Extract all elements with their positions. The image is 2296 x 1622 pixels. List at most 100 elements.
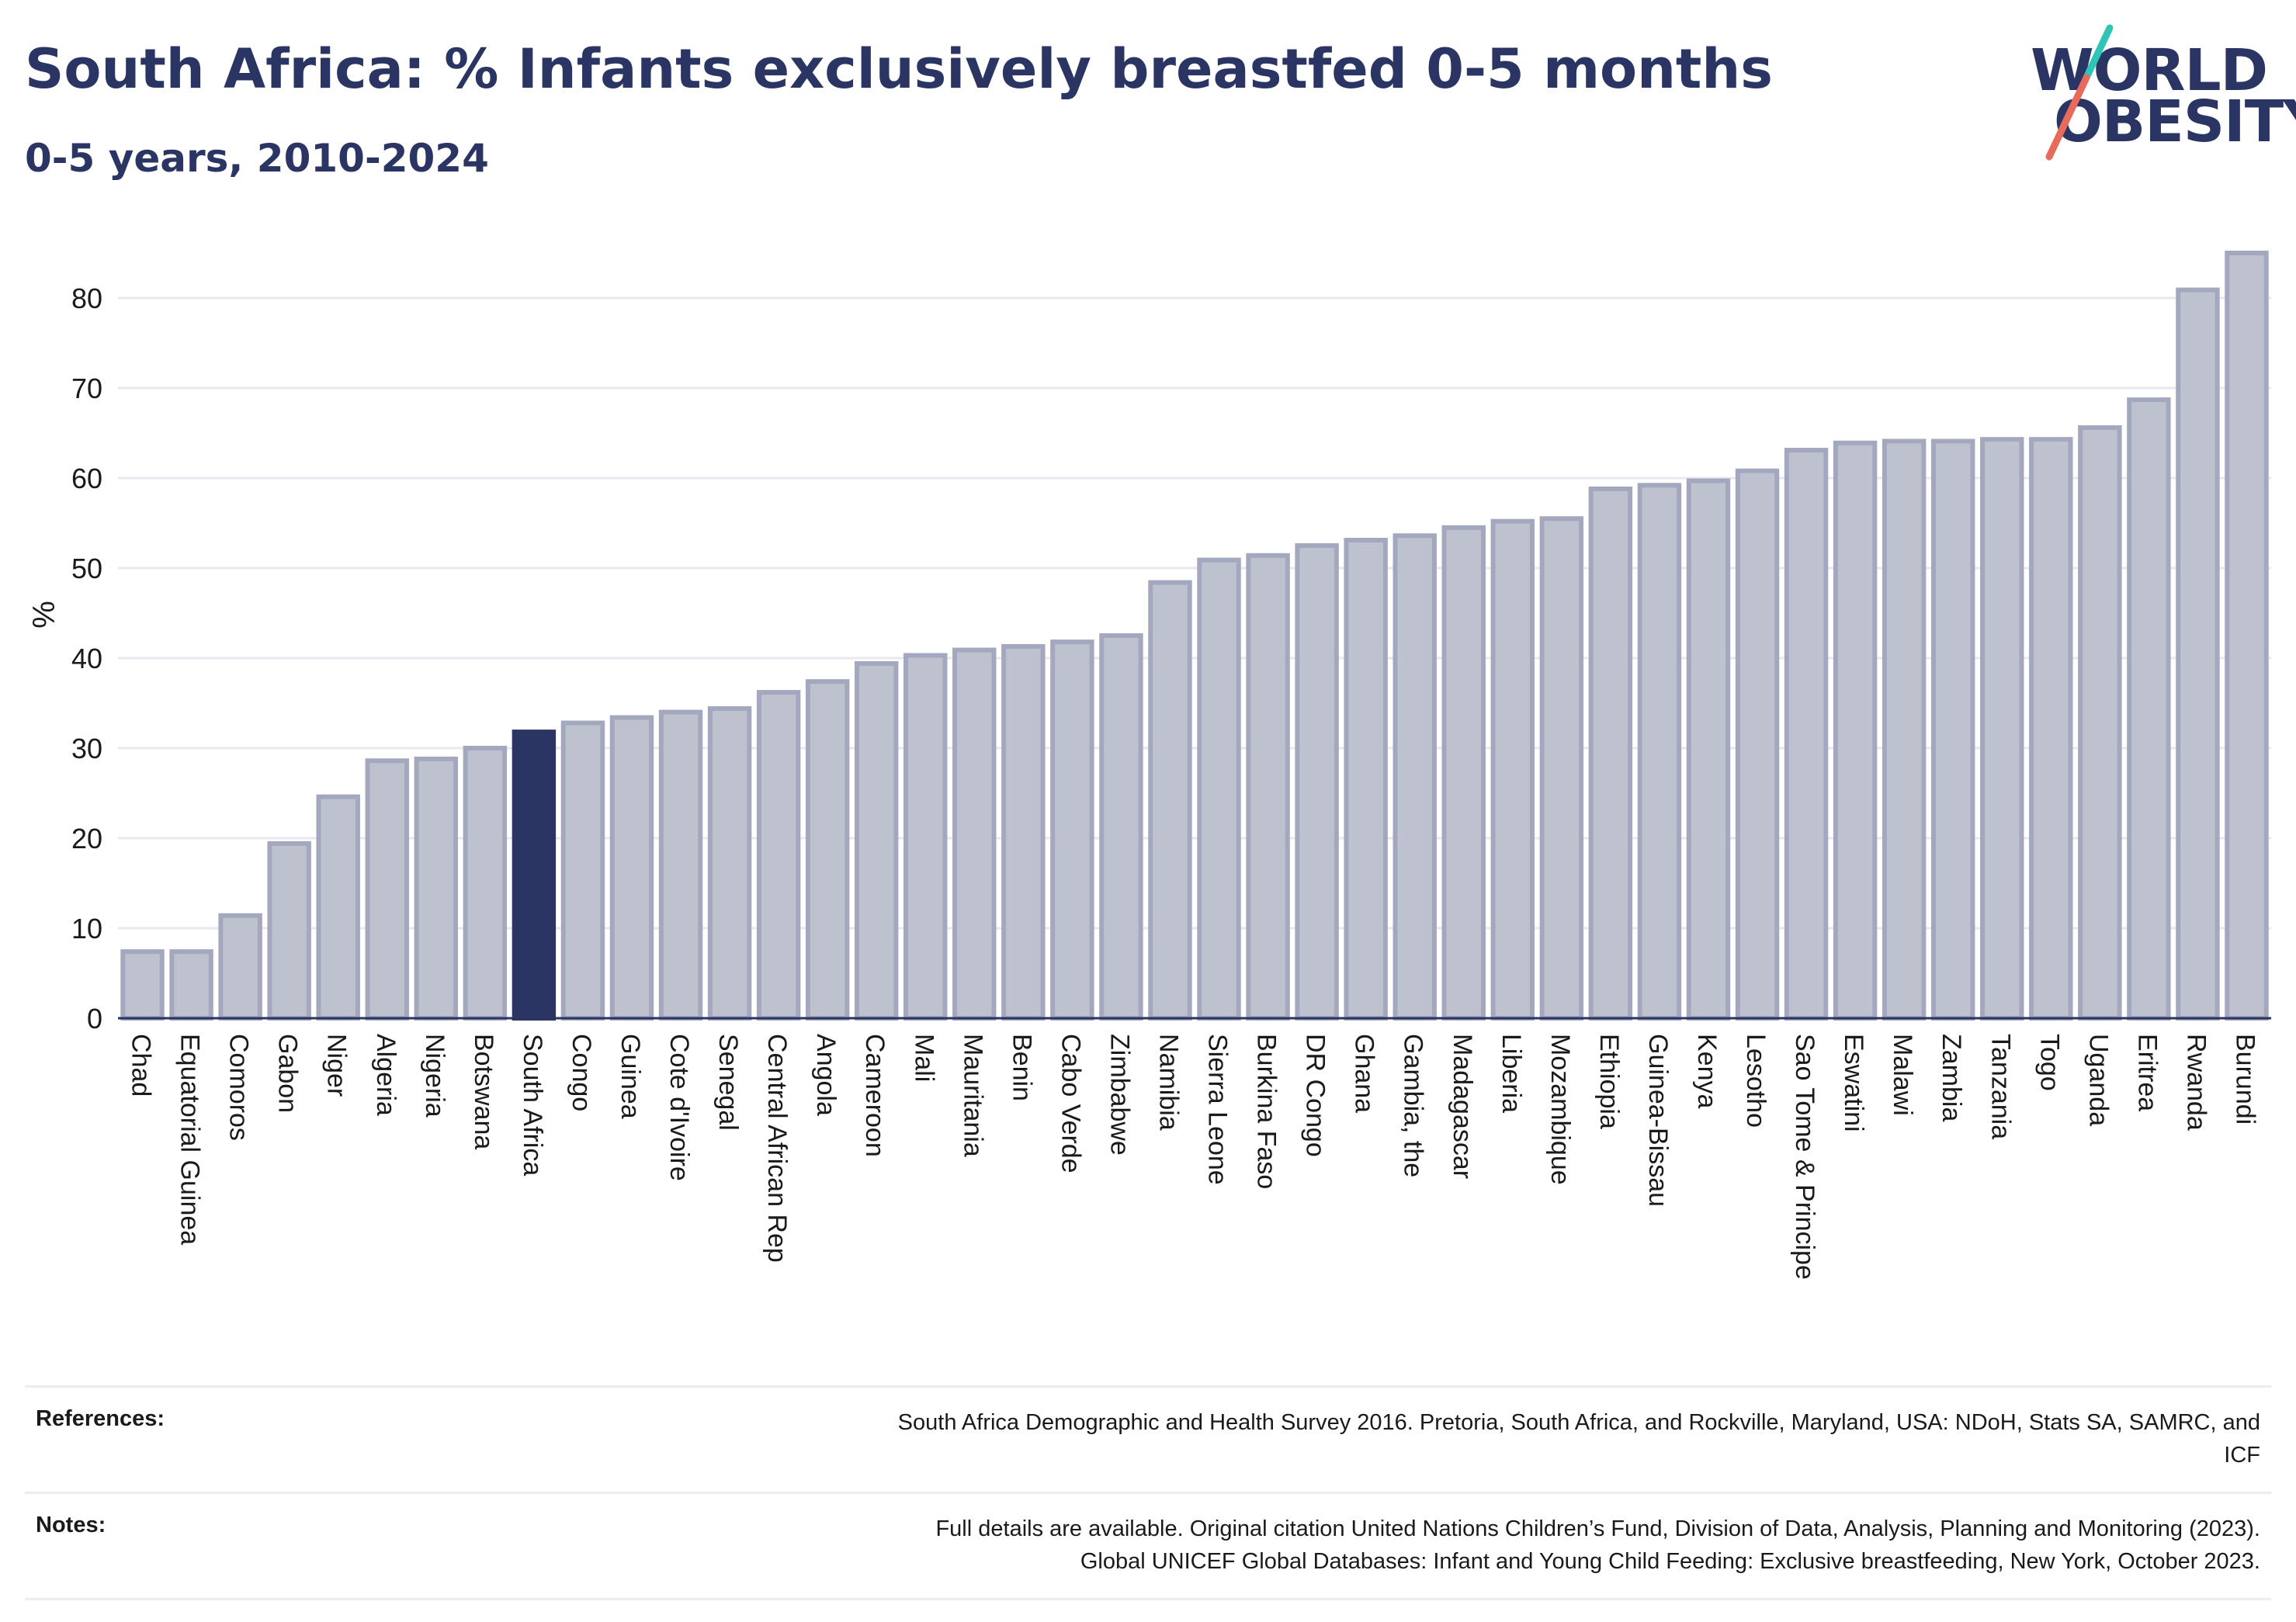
x-category-label: Namibia: [1153, 1034, 1183, 1131]
logo-word-world: WORLD: [2031, 37, 2268, 104]
x-category-label: Comoros: [224, 1034, 254, 1141]
references-line-2: ICF: [2224, 1443, 2260, 1468]
x-category-label: Zambia: [1937, 1034, 1966, 1121]
notes-line-2: Global UNICEF Global Databases: Infant a…: [1080, 1549, 2260, 1574]
x-axis-labels: Chad Equatorial Guinea Comoros Gabon Niger Al…: [127, 1034, 2260, 1280]
logo-slash-icon: [2045, 24, 2114, 161]
x-category-label: Cote d'Ivoire: [664, 1034, 694, 1181]
bar: [609, 715, 654, 1021]
bar: [463, 746, 508, 1021]
y-axis-label: %: [27, 601, 61, 629]
bar: [2127, 397, 2171, 1021]
x-category-label: Ethiopia: [1594, 1034, 1624, 1129]
x-category-label: Cameroon: [860, 1034, 890, 1157]
bar: [707, 705, 752, 1021]
bar: [1882, 438, 1927, 1021]
x-category-label: Ghana: [1350, 1034, 1379, 1113]
bar: [1539, 516, 1584, 1021]
x-category-label: Rwanda: [2181, 1034, 2211, 1131]
y-tick-label: 40: [71, 643, 102, 674]
logo-word-obesity: OBESITY: [2054, 88, 2296, 155]
bar: [560, 720, 605, 1021]
y-tick-label: 60: [71, 463, 102, 494]
x-category-label: Lesotho: [1741, 1034, 1771, 1128]
x-category-label: DR Congo: [1301, 1034, 1330, 1157]
y-tick-label: 50: [71, 553, 102, 584]
x-category-label: Eswatini: [1839, 1034, 1868, 1132]
references-label: References:: [36, 1406, 165, 1431]
bar: [854, 660, 899, 1021]
x-category-label: Chad: [127, 1034, 156, 1097]
bar: [1148, 580, 1192, 1021]
bar: [1197, 557, 1241, 1021]
bars: [118, 251, 2271, 1021]
notes-line-1: Full details are available. Original cit…: [935, 1516, 2260, 1541]
x-category-label: Guinea-Bissau: [1643, 1034, 1673, 1207]
bar: [365, 758, 409, 1021]
bar: [1246, 553, 1290, 1021]
bar: [805, 679, 850, 1021]
x-category-label: Nigeria: [420, 1034, 449, 1118]
x-category-label: Eritrea: [2132, 1034, 2162, 1111]
x-category-label: Central African Rep: [762, 1034, 792, 1263]
x-category-label: Guinea: [616, 1034, 645, 1119]
bar: [169, 949, 213, 1021]
bar: [1930, 438, 1975, 1021]
bar: [1833, 440, 1878, 1021]
bar: [1344, 538, 1388, 1021]
x-category-label: South Africa: [518, 1034, 547, 1176]
bar: [1588, 486, 1633, 1021]
x-category-label: Senegal: [713, 1034, 743, 1131]
y-tick-label: 20: [71, 823, 102, 854]
x-category-label: Algeria: [371, 1034, 401, 1116]
bar: [120, 949, 165, 1021]
x-category-label: Benin: [1007, 1034, 1036, 1101]
bar: [658, 709, 703, 1021]
bar: [316, 794, 360, 1021]
bar: [1295, 543, 1339, 1021]
chart-title: South Africa: % Infants exclusively brea…: [25, 37, 1773, 101]
notes-label: Notes:: [36, 1513, 106, 1537]
bar: [1001, 643, 1046, 1021]
x-category-label: Kenya: [1692, 1034, 1722, 1108]
bar: [2176, 287, 2220, 1021]
world-obesity-logo: WORLD OBESITY: [2026, 23, 2296, 163]
x-category-label: Burundi: [2230, 1034, 2260, 1125]
bar: [756, 690, 801, 1021]
y-tick-label: 10: [71, 913, 102, 944]
x-category-label: Angola: [811, 1034, 841, 1116]
x-category-label: Niger: [322, 1034, 352, 1097]
y-tick-label: 0: [87, 1003, 102, 1035]
bar: [1784, 448, 1829, 1021]
bar: [952, 647, 997, 1021]
x-category-label: Tanzania: [1986, 1034, 2015, 1139]
bar: [1735, 468, 1780, 1021]
bar-highlight: [512, 730, 557, 1021]
bar: [1980, 437, 2024, 1021]
x-category-label: Mauritania: [958, 1034, 987, 1157]
x-category-label: Sierra Leone: [1203, 1034, 1233, 1185]
bar: [1490, 518, 1535, 1021]
x-category-label: Cabo Verde: [1056, 1034, 1085, 1173]
x-category-label: Burkina Faso: [1252, 1034, 1282, 1189]
x-category-label: Mali: [909, 1034, 938, 1082]
x-category-label: Sao Tome & Principe: [1790, 1034, 1819, 1280]
y-tick-label: 30: [71, 733, 102, 764]
bar: [267, 840, 311, 1021]
references-line-1: South Africa Demographic and Health Surv…: [897, 1410, 2260, 1435]
bar: [1637, 483, 1682, 1021]
y-axis-ticks: 0 10 20 30 40 50 60 70 80: [71, 282, 102, 1035]
x-category-label: Gambia, the: [1399, 1034, 1428, 1177]
references-text: South Africa Demographic and Health Surv…: [397, 1406, 2260, 1471]
x-category-label: Gabon: [273, 1034, 303, 1113]
y-tick-label: 80: [71, 282, 102, 314]
x-category-label: Togo: [2034, 1034, 2064, 1091]
references-row: References: South Africa Demographic and…: [25, 1385, 2271, 1492]
bar: [2078, 425, 2122, 1021]
bar: [1686, 478, 1731, 1021]
x-category-label: Equatorial Guinea: [175, 1034, 205, 1245]
x-category-label: Zimbabwe: [1105, 1034, 1134, 1156]
notes-text: Full details are available. Original cit…: [397, 1513, 2260, 1578]
x-category-label: Uganda: [2083, 1034, 2113, 1126]
